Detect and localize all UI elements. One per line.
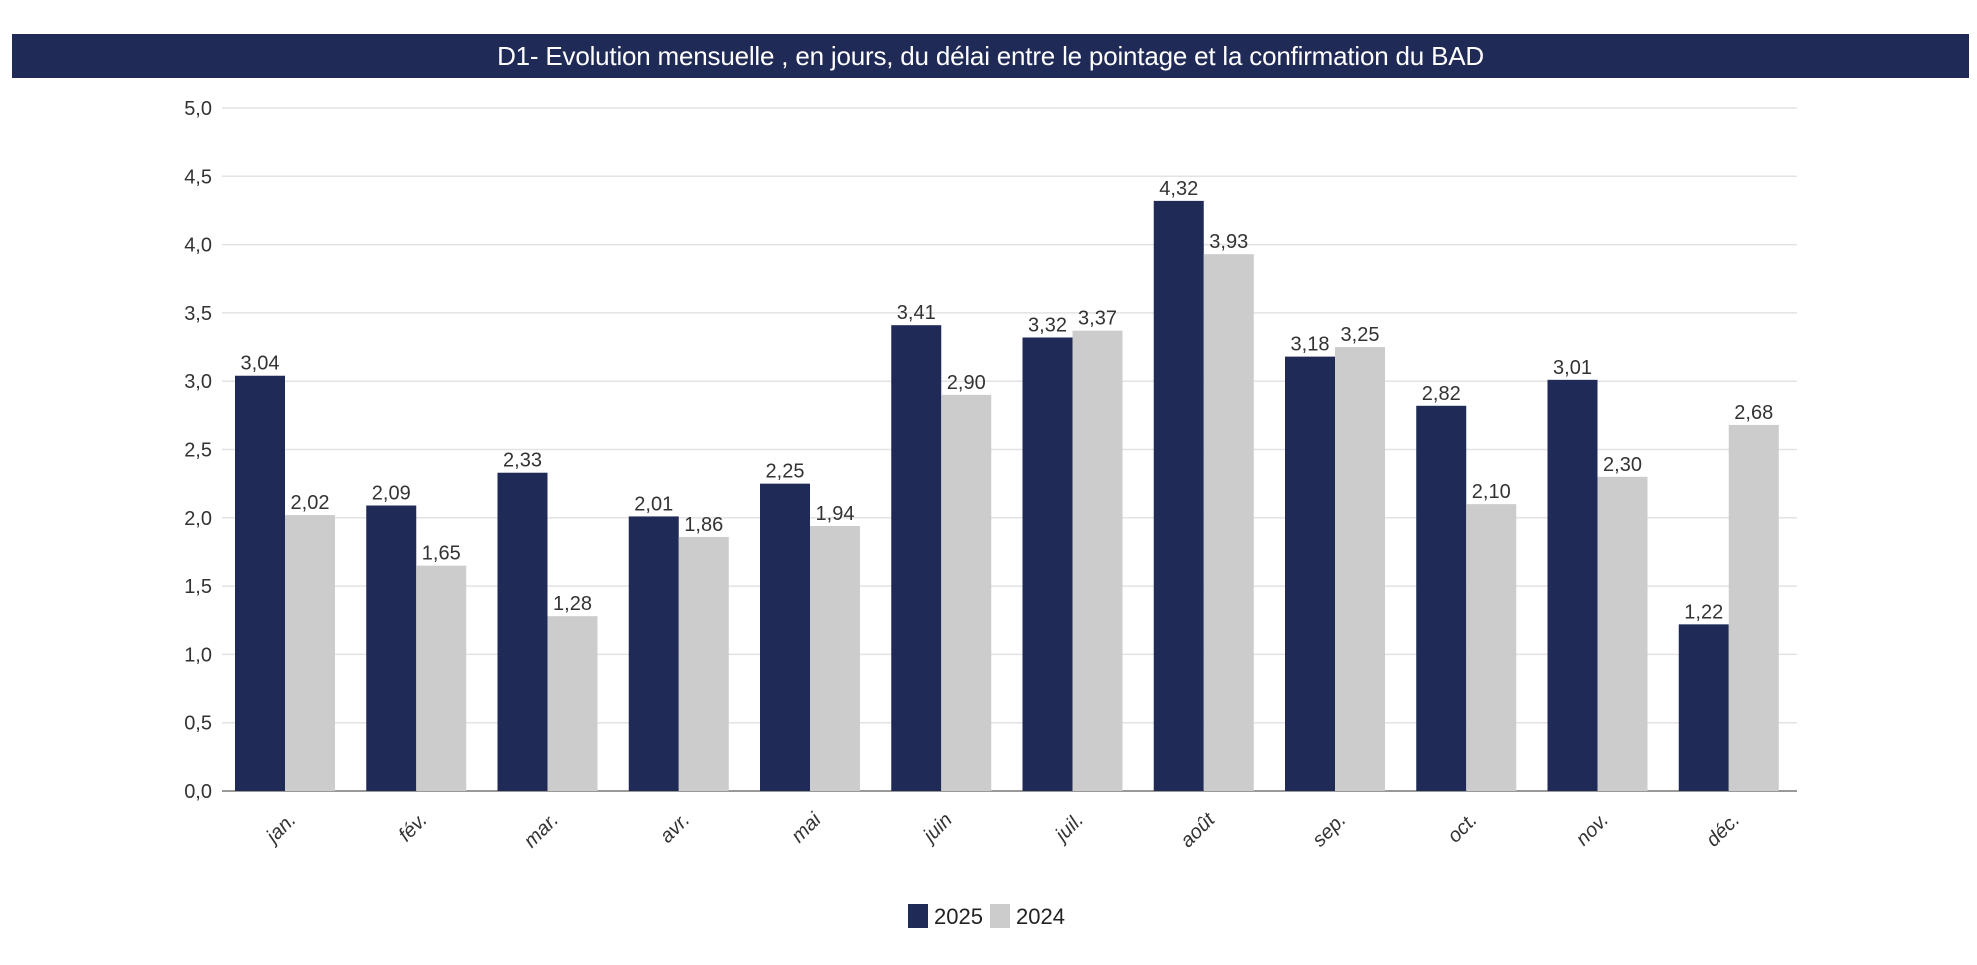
chart-title-bar: D1- Evolution mensuelle , en jours, du d… <box>12 34 1969 78</box>
data-label: 1,28 <box>553 593 592 615</box>
bar-2024-11 <box>1728 424 1779 791</box>
data-label: 2,90 <box>947 372 986 394</box>
bar-2024-0 <box>285 515 335 791</box>
bar-2025-3 <box>628 516 679 791</box>
data-label: 4,32 <box>1159 178 1198 200</box>
x-tick-label: août <box>1176 808 1220 852</box>
x-tick-label: nov. <box>1572 809 1613 850</box>
x-tick-label: fév. <box>394 809 431 846</box>
x-tick-label: juin <box>917 809 957 849</box>
y-tick-label: 0,0 <box>184 781 212 803</box>
y-tick-label: 2,0 <box>184 508 212 530</box>
y-tick-label: 4,5 <box>184 166 212 188</box>
data-labels: 3,04 2,02 2,09 1,65 2,33 1,28 2,01 1,86 2,25 1,94… <box>241 178 1774 623</box>
data-label: 1,86 <box>684 514 723 536</box>
data-label: 3,32 <box>1028 314 1067 336</box>
data-label: 2,01 <box>634 493 673 515</box>
bar-2024-8 <box>1335 347 1385 791</box>
bar-2024-2 <box>547 616 598 791</box>
data-label: 2,82 <box>1422 383 1461 405</box>
data-label: 2,33 <box>503 450 542 472</box>
data-label: 2,30 <box>1603 454 1642 476</box>
bar-2025-10 <box>1547 379 1598 791</box>
data-label: 1,22 <box>1684 601 1723 623</box>
bar-2025-9 <box>1416 405 1467 791</box>
data-label: 3,41 <box>897 302 936 324</box>
y-tick-label: 1,5 <box>184 576 212 598</box>
bars <box>235 200 1779 792</box>
data-label: 3,04 <box>241 353 280 375</box>
data-label: 2,10 <box>1472 481 1511 503</box>
y-tick-label: 2,5 <box>184 440 212 462</box>
bar-2024-9 <box>1466 504 1517 791</box>
bar-2024-3 <box>678 536 729 791</box>
x-tick-label: avr. <box>656 809 695 848</box>
y-axis-ticks: 0,0 0,5 1,0 1,5 2,0 2,5 3,0 3,5 4,0 4,5 5,0 <box>184 98 212 803</box>
grid-lines <box>222 107 1797 792</box>
x-axis-ticks: jan. fév. mar. avr. mai juin juil. août sep. oct.… <box>260 808 1744 852</box>
chart-title: D1- Evolution mensuelle , en jours, du d… <box>497 41 1484 71</box>
data-label: 2,09 <box>372 483 411 505</box>
data-label: 2,02 <box>291 492 330 514</box>
legend-label: 2025 <box>934 904 983 929</box>
y-tick-label: 3,0 <box>184 371 212 393</box>
legend: 2025 2024 <box>908 904 1065 929</box>
bar-2025-5 <box>891 325 942 791</box>
legend-label: 2024 <box>1016 904 1065 929</box>
data-label: 1,94 <box>816 503 855 525</box>
bar-2025-7 <box>1153 200 1204 791</box>
y-tick-label: 1,0 <box>184 644 212 666</box>
x-tick-label: sep. <box>1308 809 1350 851</box>
y-tick-label: 3,5 <box>184 303 212 325</box>
x-tick-label: déc. <box>1702 809 1744 851</box>
bar-2024-6 <box>1072 330 1123 791</box>
x-tick-label: jan. <box>260 809 300 849</box>
legend-swatch-2025 <box>908 904 928 928</box>
bar-2025-11 <box>1678 624 1729 791</box>
bar-2024-10 <box>1597 476 1648 791</box>
y-tick-label: 5,0 <box>184 98 212 120</box>
data-label: 3,37 <box>1078 308 1117 330</box>
data-label: 3,01 <box>1553 357 1592 379</box>
bar-2024-5 <box>941 394 992 791</box>
data-label: 3,93 <box>1209 231 1248 253</box>
data-label: 2,68 <box>1734 402 1773 424</box>
bar-2025-8 <box>1285 356 1335 791</box>
y-tick-label: 4,0 <box>184 235 212 257</box>
data-label: 3,25 <box>1341 324 1380 346</box>
bar-2024-4 <box>810 525 860 791</box>
bar-2025-4 <box>760 483 810 791</box>
bar-2025-0 <box>235 375 285 791</box>
x-tick-label: mar. <box>520 809 563 852</box>
x-tick-label: mai <box>787 809 826 848</box>
bar-2025-2 <box>497 472 548 791</box>
bar-2024-7 <box>1203 254 1254 792</box>
bar-2025-1 <box>366 505 417 791</box>
data-label: 1,65 <box>422 543 461 565</box>
bar-2025-6 <box>1022 337 1073 791</box>
y-tick-label: 0,5 <box>184 713 212 735</box>
data-label: 3,18 <box>1291 334 1330 356</box>
bar-2024-1 <box>416 565 467 791</box>
x-tick-label: juil. <box>1049 809 1088 848</box>
x-tick-label: oct. <box>1443 809 1481 847</box>
legend-swatch-2024 <box>990 904 1010 928</box>
data-label: 2,25 <box>766 461 805 483</box>
